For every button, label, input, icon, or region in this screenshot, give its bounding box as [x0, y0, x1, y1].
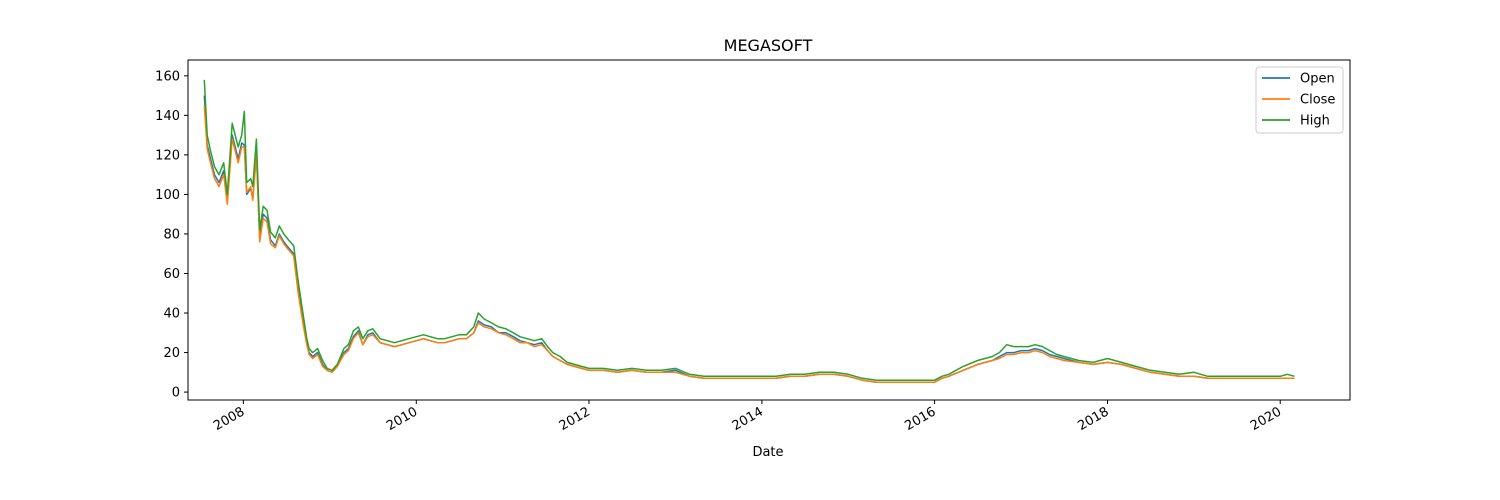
x-tick-label: 2008 [211, 404, 247, 434]
y-tick-label: 0 [172, 386, 180, 401]
x-tick-label: 2016 [902, 404, 938, 434]
plot-frame [187, 59, 1351, 401]
x-tick-label: 2020 [1248, 404, 1284, 434]
y-tick-label: 140 [155, 109, 180, 124]
y-tick-label: 40 [163, 307, 180, 322]
x-axis-label: Date [752, 445, 783, 460]
x-tick-label: 2012 [557, 404, 593, 434]
x-axis: 2008 2010 2012 2014 2016 2018 2020 [211, 400, 1284, 434]
series-line-close [203, 105, 1295, 383]
x-tick-label: 2010 [384, 404, 420, 434]
plot-lines [203, 79, 1295, 383]
series-line-high [203, 79, 1295, 381]
y-axis: 0 20 40 60 80 100 120 140 160 [155, 69, 188, 401]
legend-label-close: Close [1300, 93, 1335, 108]
legend-label-open: Open [1300, 72, 1335, 87]
y-tick-label: 20 [163, 346, 180, 361]
x-tick-label: 2014 [730, 404, 766, 434]
legend: Open Close High [1255, 66, 1344, 134]
legend-box [1255, 66, 1344, 134]
y-tick-label: 60 [163, 267, 180, 282]
y-tick-label: 160 [155, 69, 180, 84]
series-line-open [203, 95, 1295, 383]
legend-label-high: High [1300, 114, 1330, 129]
y-tick-label: 100 [155, 188, 180, 203]
chart-title: MEGASOFT [724, 36, 813, 55]
x-tick-label: 2018 [1075, 404, 1111, 434]
y-tick-label: 80 [163, 227, 180, 242]
y-tick-label: 120 [155, 148, 180, 163]
